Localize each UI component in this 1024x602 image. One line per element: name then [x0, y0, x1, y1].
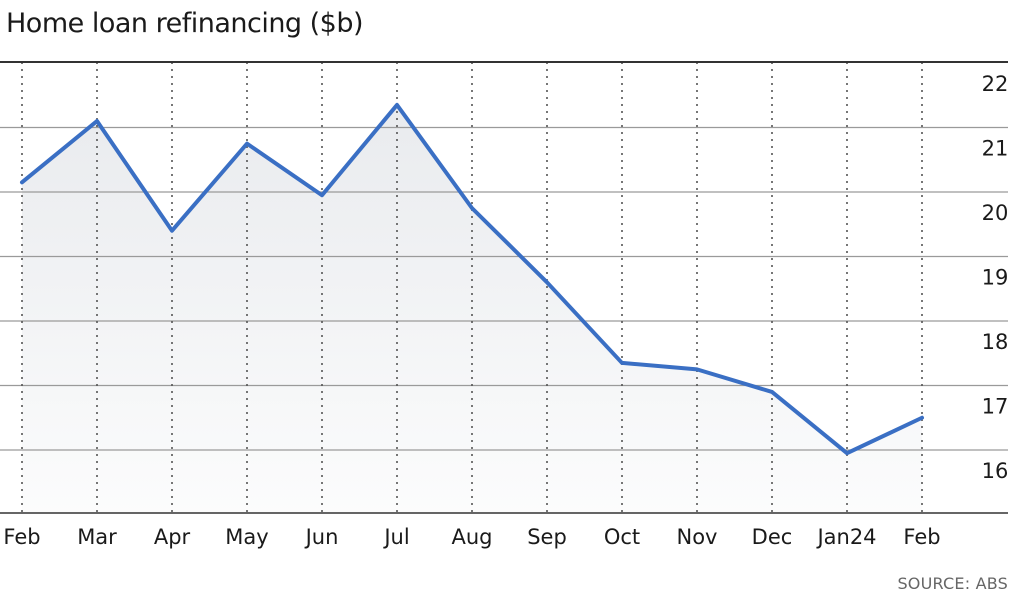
- data-point-jul-5: [395, 103, 399, 107]
- data-point-apr-2: [170, 229, 174, 233]
- x-tick-label-8: Oct: [604, 525, 640, 549]
- y-tick-label-20: 20: [982, 201, 1009, 225]
- y-tick-label-22: 22: [982, 72, 1009, 96]
- x-tick-label-4: Jun: [304, 525, 339, 549]
- series-line-layer: [20, 102, 924, 456]
- x-tick-label-0: Feb: [3, 525, 40, 549]
- x-tick-label-1: Mar: [77, 525, 117, 549]
- data-point-mar-1: [95, 119, 99, 123]
- x-tick-label-11: Jan24: [815, 525, 876, 549]
- x-tick-label-12: Feb: [903, 525, 940, 549]
- x-tick-label-7: Sep: [527, 525, 567, 549]
- x-tick-label-9: Nov: [677, 525, 718, 549]
- x-tick-label-3: May: [225, 525, 268, 549]
- data-point-oct-8: [620, 361, 624, 365]
- data-point-jan24-11: [845, 451, 849, 455]
- x-tick-label-10: Dec: [752, 525, 793, 549]
- data-point-aug-6: [470, 206, 474, 210]
- data-point-feb-0: [20, 180, 24, 184]
- series-line: [20, 102, 924, 456]
- data-point-may-3: [245, 142, 249, 146]
- data-point-dec-10: [770, 390, 774, 394]
- y-tick-label-21: 21: [982, 137, 1009, 161]
- y-tick-label-18: 18: [982, 330, 1009, 354]
- chart-frame-layer: [0, 61, 1008, 514]
- y-tick-label-19: 19: [982, 266, 1009, 290]
- data-point-feb-12: [920, 416, 924, 420]
- y-tick-label-16: 16: [982, 459, 1009, 483]
- y-tick-label-17: 17: [982, 395, 1009, 419]
- data-point-sep-7: [545, 280, 549, 284]
- x-tick-labels: Feb Mar Apr May Jun Jul Aug Sep Oct Nov Dec Jan24 Fe…: [3, 525, 940, 549]
- data-point-jun-4: [320, 193, 324, 197]
- x-tick-label-6: Aug: [451, 525, 492, 549]
- y-tick-labels: 16 17 18 19 20 21 22: [982, 72, 1009, 483]
- chart-title: Home loan refinancing ($b): [6, 8, 364, 39]
- data-point-nov-9: [695, 367, 699, 371]
- x-tick-label-5: Jul: [382, 525, 409, 549]
- x-tick-label-2: Apr: [154, 525, 191, 549]
- source-note: SOURCE: ABS: [897, 574, 1008, 593]
